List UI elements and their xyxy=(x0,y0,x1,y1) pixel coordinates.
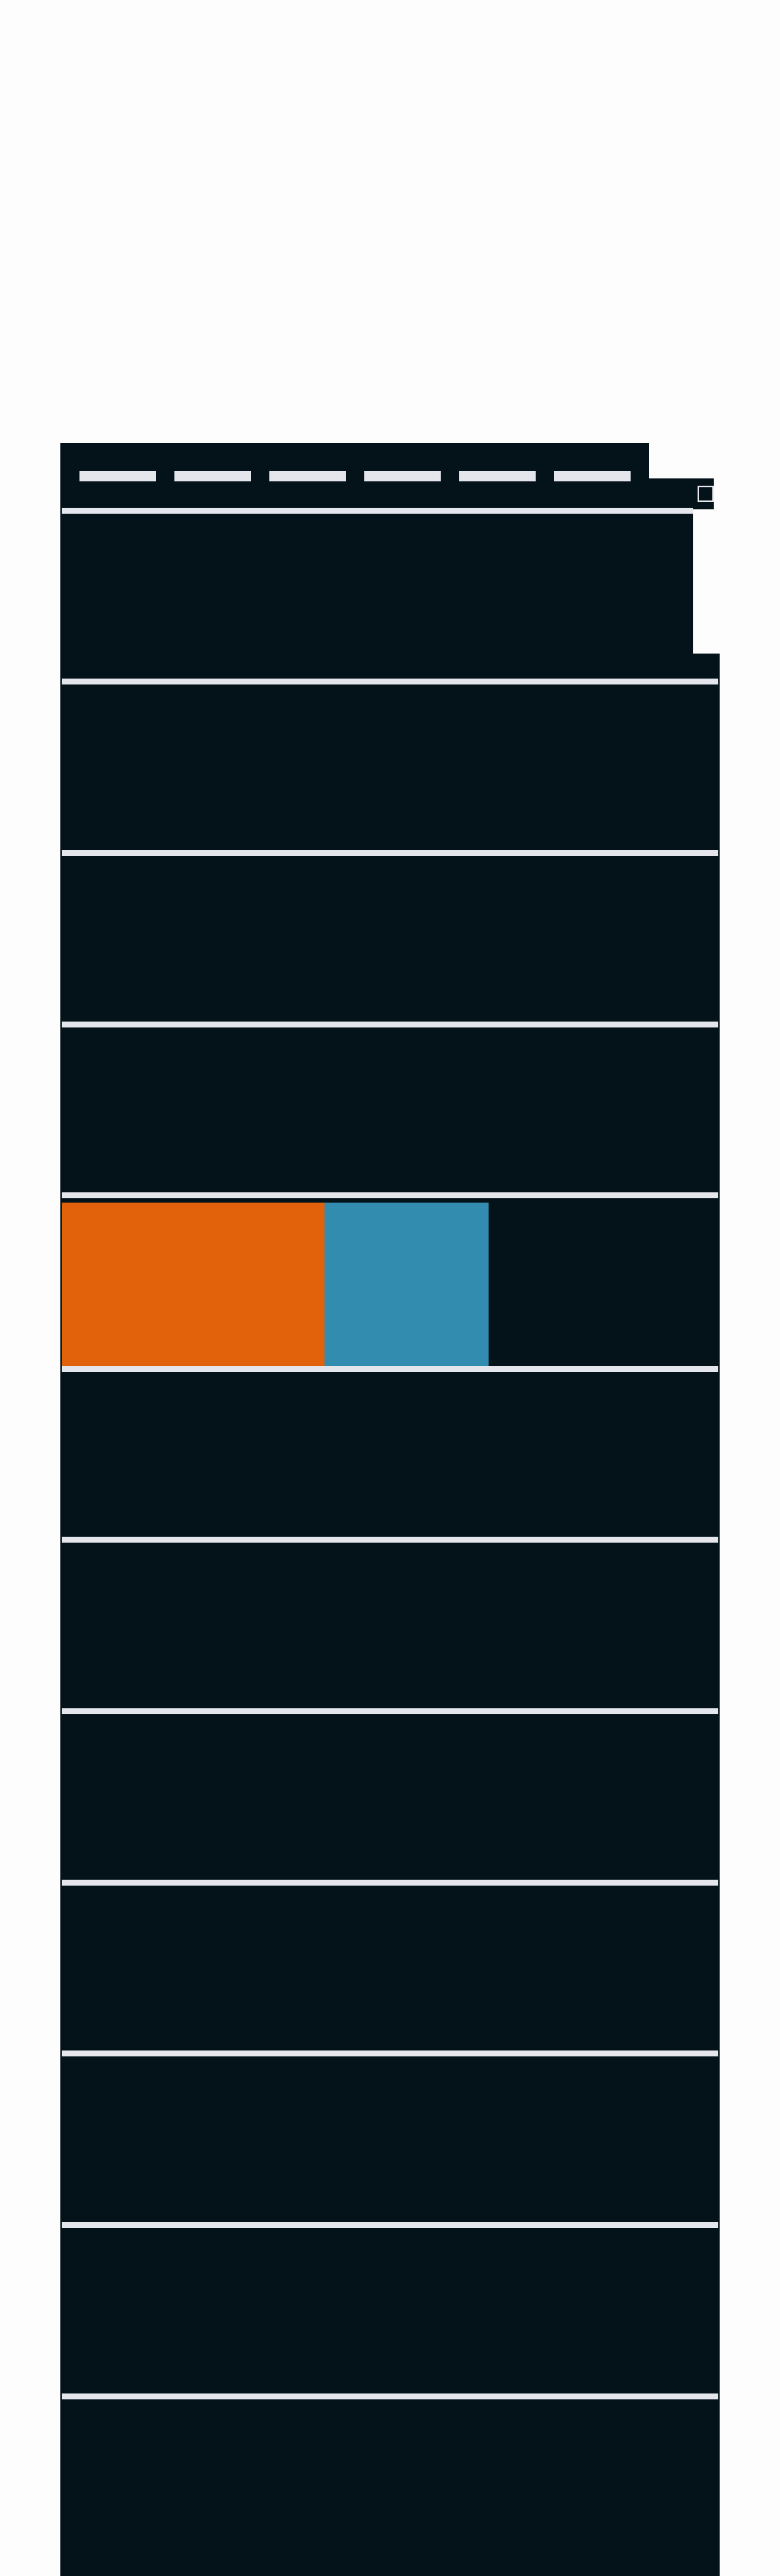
dashed-roof-line xyxy=(79,471,646,481)
floor-bar xyxy=(325,1203,489,1366)
floor-line xyxy=(62,1537,718,1543)
floor-line xyxy=(62,1366,718,1372)
tower-cap xyxy=(60,443,649,509)
tower-step xyxy=(692,654,720,679)
floor-line xyxy=(62,1192,718,1198)
floor-line xyxy=(62,2050,718,2056)
tower-upper-section xyxy=(60,508,693,679)
floor-line xyxy=(62,679,718,684)
floor-line xyxy=(62,2222,718,2228)
floor-line xyxy=(62,1880,718,1886)
floor-line xyxy=(62,2393,718,2399)
roof-dash xyxy=(269,471,346,481)
roof-dash xyxy=(554,471,631,481)
roof-dash xyxy=(79,471,156,481)
floor-line xyxy=(62,1022,718,1027)
floor-line xyxy=(62,850,718,856)
floor-line xyxy=(62,1708,718,1714)
floor-bar xyxy=(62,1203,325,1366)
roof-dash xyxy=(364,471,441,481)
floor-line xyxy=(62,508,693,514)
roof-dash xyxy=(174,471,251,481)
ledge-notch xyxy=(698,486,714,502)
roof-dash xyxy=(459,471,536,481)
tower-body xyxy=(60,677,720,2576)
